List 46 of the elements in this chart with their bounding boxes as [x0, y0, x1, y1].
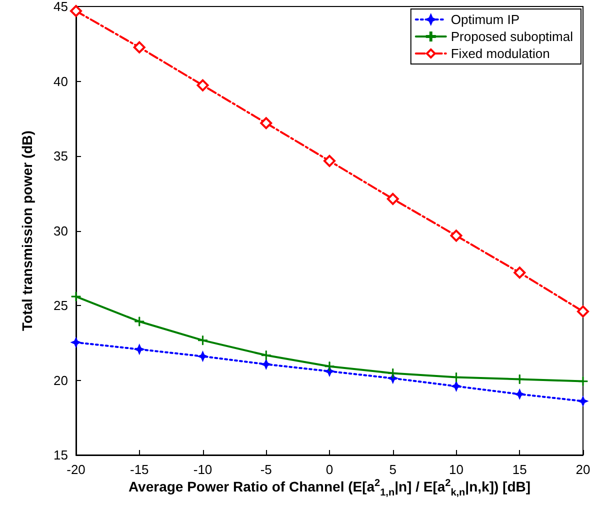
- y-tick-label: 15: [54, 448, 68, 462]
- x-tick-label: 10: [449, 462, 464, 477]
- point: [260, 117, 272, 130]
- x-axis-title: Average Power Ratio of Channel (E[a$^{2}$$_{1,n}$|n] / E[a$^{2}$$_{k,n}$|n,k]) [dB]: [127, 478, 532, 498]
- x-tick-label: 20: [576, 462, 590, 477]
- point: [70, 4, 82, 17]
- x-tick-label: 0: [326, 462, 334, 477]
- x-tick-label: 15: [512, 462, 527, 477]
- point: [577, 305, 589, 318]
- y-tick-label: 45: [54, 0, 68, 14]
- point: [388, 368, 398, 378]
- x-tick-label: -15: [130, 462, 149, 477]
- point: [261, 350, 271, 360]
- x-tick-label: -5: [260, 462, 272, 477]
- x-tick-label: -20: [66, 462, 86, 477]
- point: [578, 396, 588, 406]
- point: [261, 359, 272, 370]
- point: [134, 344, 144, 354]
- point: [324, 154, 336, 167]
- point: [578, 376, 588, 386]
- x-tick-label: -10: [193, 462, 212, 477]
- y-tick-label: 25: [54, 298, 68, 313]
- y-tick-label: 40: [54, 74, 68, 89]
- point: [451, 381, 462, 392]
- point: [450, 230, 462, 242]
- x-tick-label: 5: [389, 462, 396, 477]
- point: [386, 192, 399, 205]
- point: [514, 374, 524, 384]
- y-axis-title: Total transmission power (dB): [19, 130, 35, 331]
- y-tick-label: 35: [54, 148, 68, 164]
- legend-label: Optimum IP: [450, 12, 520, 27]
- point: [324, 362, 334, 372]
- point: [514, 266, 526, 279]
- point: [198, 351, 208, 362]
- point: [196, 79, 209, 92]
- point: [71, 337, 81, 348]
- point: [134, 316, 144, 326]
- y-tick-label: 20: [54, 372, 68, 388]
- point: [514, 389, 525, 400]
- legend-label: Proposed suboptimal: [450, 29, 574, 44]
- point: [71, 292, 81, 302]
- legend-label: Fixed modulation: [450, 46, 550, 61]
- y-tick-label: 30: [54, 223, 68, 238]
- point: [133, 41, 146, 54]
- point: [452, 372, 461, 382]
- point: [198, 336, 208, 346]
